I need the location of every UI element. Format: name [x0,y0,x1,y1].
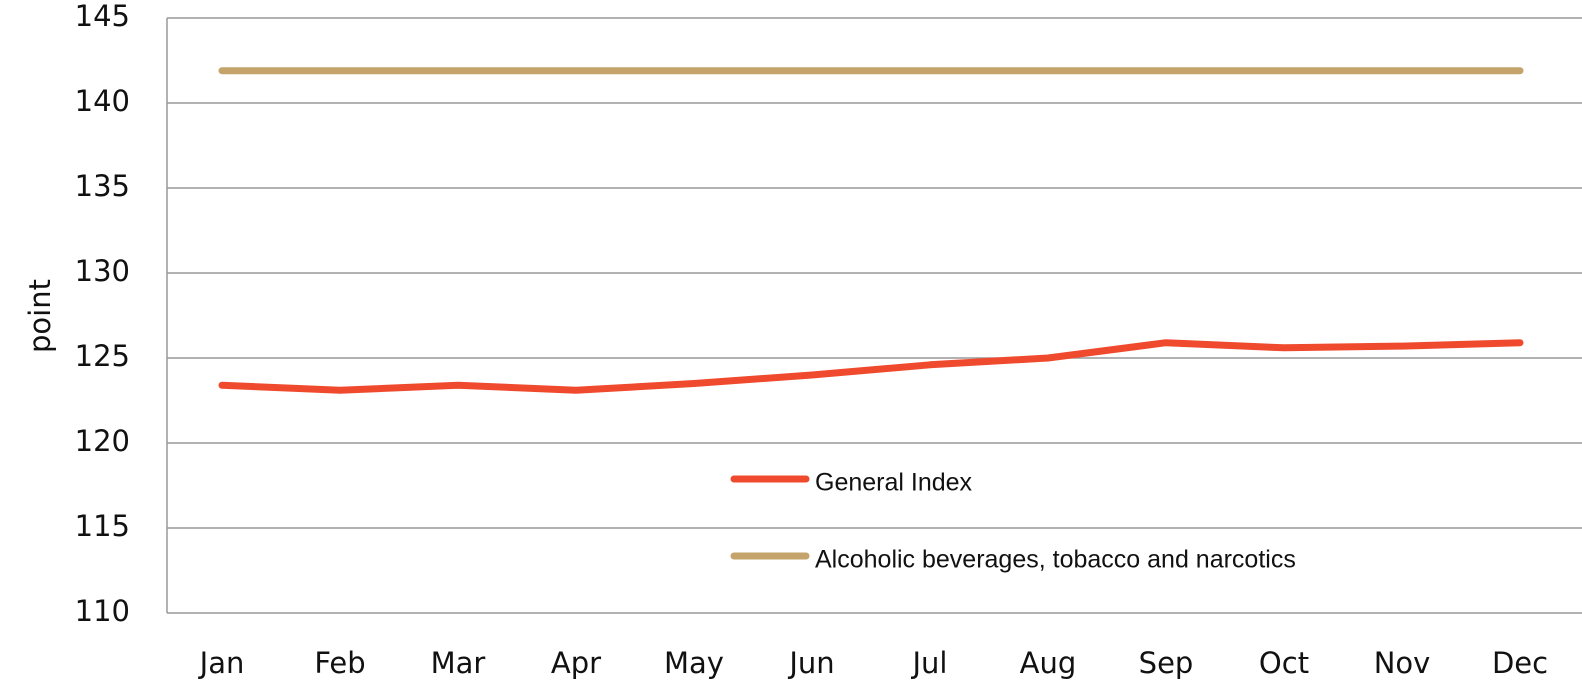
y-tick-label: 110 [75,594,130,628]
x-tick-label: Jan [198,646,245,680]
y-tick-label: 130 [75,254,130,288]
x-tick-label: Dec [1492,646,1548,680]
y-tick-label: 115 [75,509,130,543]
x-tick-label: Mar [431,646,486,680]
y-tick-label: 135 [75,169,130,203]
x-tick-label: Feb [314,646,365,680]
x-tick-label: Nov [1374,646,1431,680]
x-tick-label: Jul [911,646,948,680]
y-axis-label: point [23,279,57,353]
legend-label: Alcoholic beverages, tobacco and narcoti… [815,546,1296,574]
legend-label: General Index [815,469,973,497]
x-tick-label: Aug [1020,646,1077,680]
series-line [218,339,1524,394]
x-tick-label: Apr [551,646,601,680]
x-tick-label: May [664,646,724,680]
x-tick-label: Oct [1259,646,1309,680]
y-tick-label: 145 [75,0,130,33]
x-tick-label: Jun [787,646,834,680]
x-tick-label: Sep [1139,646,1194,680]
y-tick-label: 120 [75,424,130,458]
y-tick-label: 140 [75,84,130,118]
y-tick-label: 125 [75,339,130,373]
